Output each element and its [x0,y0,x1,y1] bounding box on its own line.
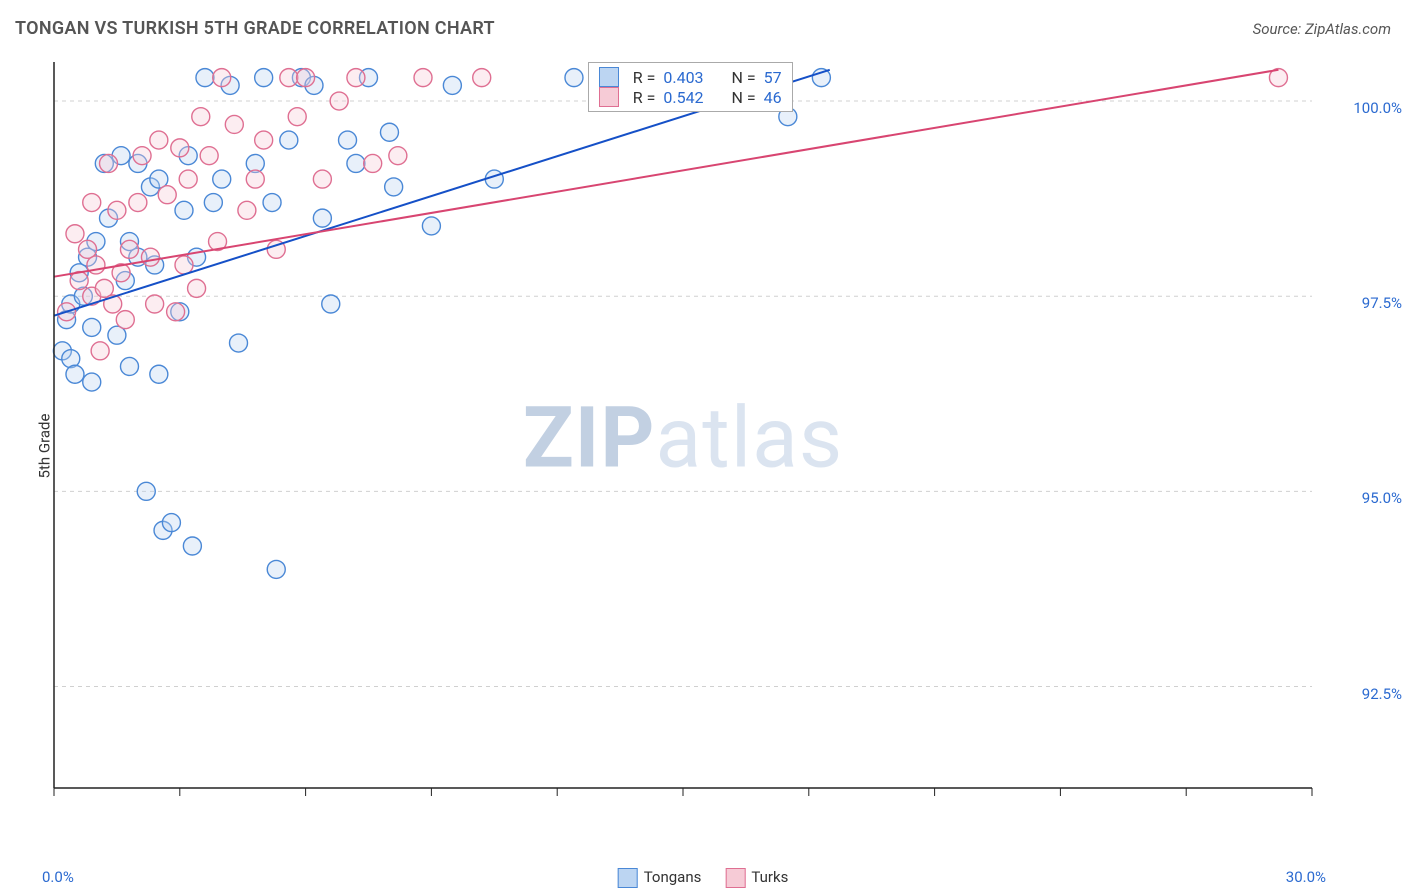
legend-item: Turks [725,868,788,888]
source-label: Source: ZipAtlas.com [1253,20,1391,38]
scatter-plot-svg [48,56,1318,820]
y-tick-label: 95.0% [1362,489,1402,507]
legend-swatch [599,67,619,87]
stats-legend-row: R = 0.403 N = 57 [599,67,782,87]
legend-swatch [725,868,745,888]
series-legend: Tongans Turks [618,868,789,888]
legend-label: Tongans [644,868,702,886]
page-title: TONGAN VS TURKISH 5TH GRADE CORRELATION … [15,18,495,39]
stats-legend: R = 0.403 N = 57R = 0.542 N = 46 [588,62,793,112]
legend-swatch [599,87,619,107]
chart-area: ZIPatlas R = 0.403 N = 57R = 0.542 N = 4… [48,56,1318,820]
y-axis-tick-labels: 92.5% 95.0% 97.5% 100.0% [1322,56,1402,820]
legend-swatch [618,868,638,888]
legend-item: Tongans [618,868,702,888]
x-axis-max-label: 30.0% [1286,868,1326,886]
legend-label: Turks [751,868,788,886]
y-tick-label: 97.5% [1362,294,1402,312]
x-axis-min-label: 0.0% [42,868,74,886]
stats-legend-row: R = 0.542 N = 46 [599,87,782,107]
y-tick-label: 100.0% [1353,99,1402,117]
y-tick-label: 92.5% [1362,685,1402,703]
